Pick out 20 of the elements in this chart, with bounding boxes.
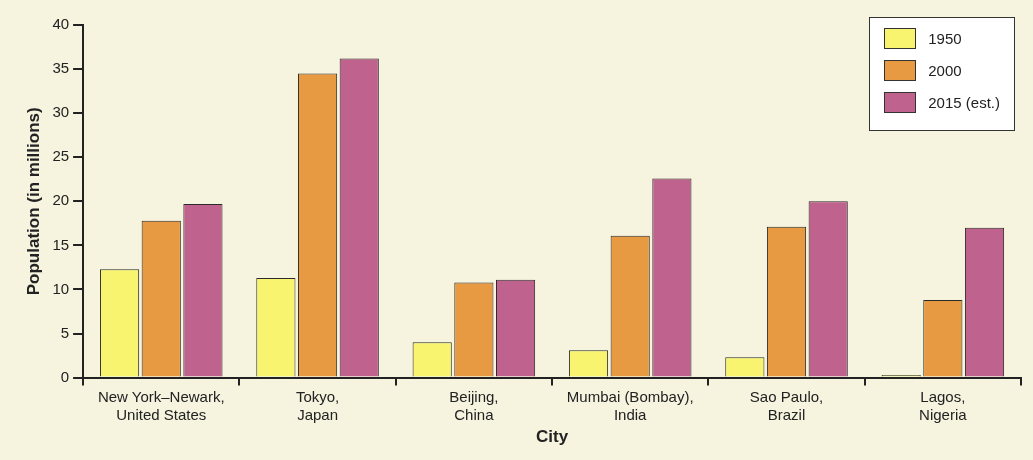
y-tick-label: 30	[52, 103, 70, 121]
y-tick-label: 0	[60, 367, 70, 385]
x-axis-title: City	[535, 427, 569, 447]
y-tick-label: 20	[52, 191, 70, 209]
x-tick-label: Beijing, China	[449, 387, 499, 423]
y-tick-label: 25	[52, 147, 70, 165]
y-axis-title: Population (in millions)	[23, 107, 43, 296]
legend-label: 2000	[928, 62, 962, 79]
y-tick-label: 10	[52, 279, 70, 297]
legend-label: 1950	[928, 30, 962, 47]
y-tick-label: 40	[52, 15, 70, 33]
y-tick-label: 15	[52, 235, 70, 253]
x-tick-label: New York–Newark, United States	[97, 387, 225, 423]
x-tick-label: Lagos, Nigeria	[919, 387, 968, 423]
y-tick-label: 5	[60, 323, 70, 341]
x-tick-label: Sao Paulo, Brazil	[749, 387, 824, 423]
legend-label: 2015 (est.)	[928, 94, 1000, 111]
y-tick-label: 35	[52, 59, 70, 77]
x-tick-label: Mumbai (Bombay), India	[566, 387, 694, 423]
x-tick-label: Tokyo, Japan	[295, 387, 340, 423]
